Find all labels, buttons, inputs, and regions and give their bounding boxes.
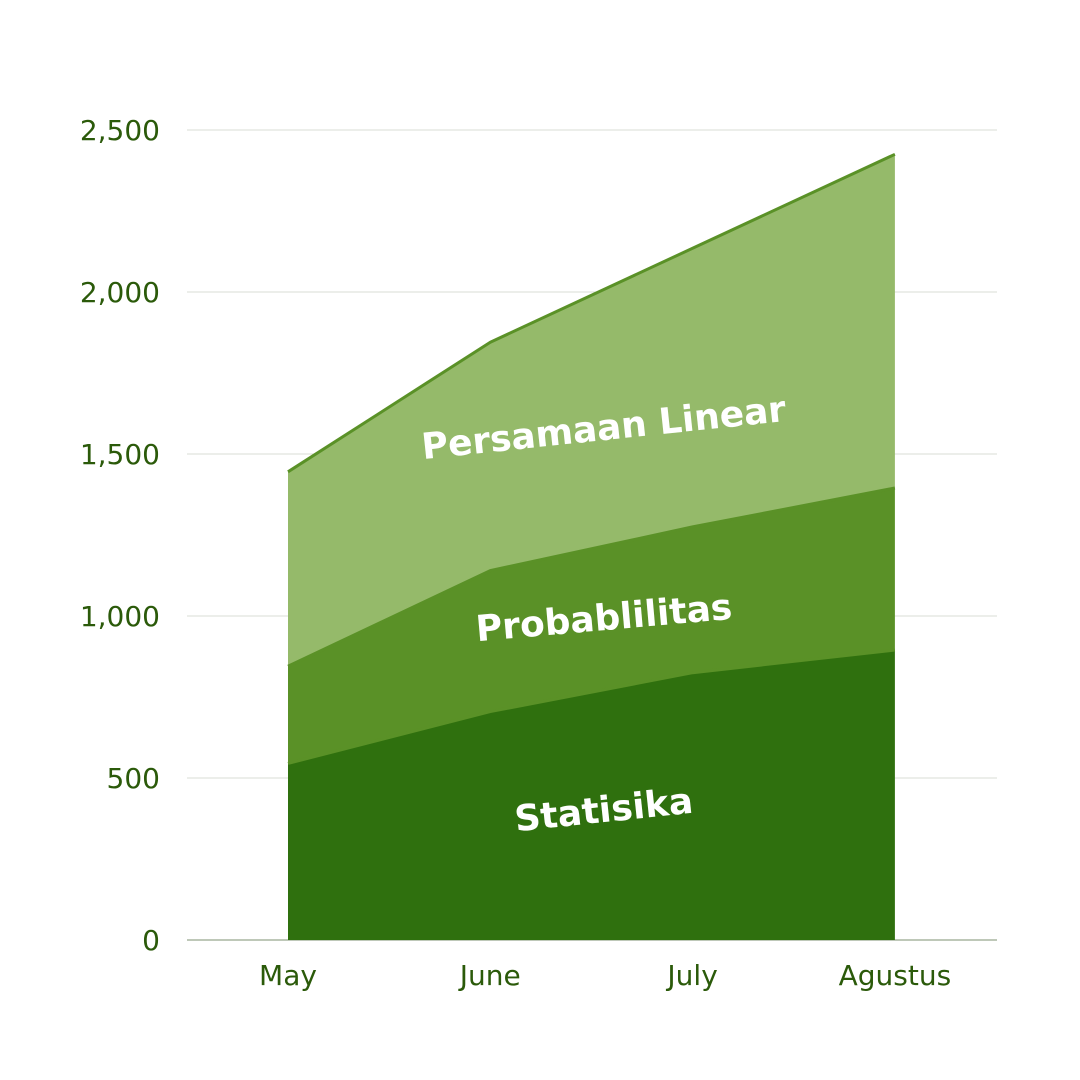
series-lines — [287, 152, 896, 765]
area-series — [288, 154, 895, 940]
y-tick-label: 2,000 — [80, 276, 160, 309]
area-probablilitas — [288, 488, 895, 764]
y-tick-label: 2,500 — [80, 114, 160, 147]
line-persamaan-linear — [287, 152, 896, 474]
y-tick-label: 1,000 — [80, 600, 160, 633]
x-tick-label: May — [259, 959, 317, 992]
y-tick-label: 500 — [107, 762, 160, 795]
x-tick-label: June — [458, 959, 521, 992]
line-statisika — [287, 648, 896, 765]
y-tick-label: 1,500 — [80, 438, 160, 471]
x-axis-tick-labels: May June July Agustus — [259, 959, 951, 992]
x-tick-label: Agustus — [839, 959, 952, 992]
y-tick-label: 0 — [142, 924, 160, 957]
y-axis-tick-labels: 0 500 1,000 1,500 2,000 2,500 — [80, 114, 160, 957]
line-probablilitas — [287, 486, 896, 668]
area-statisika — [288, 650, 895, 940]
area-persamaan-linear — [288, 154, 895, 667]
x-tick-label: July — [665, 959, 717, 992]
